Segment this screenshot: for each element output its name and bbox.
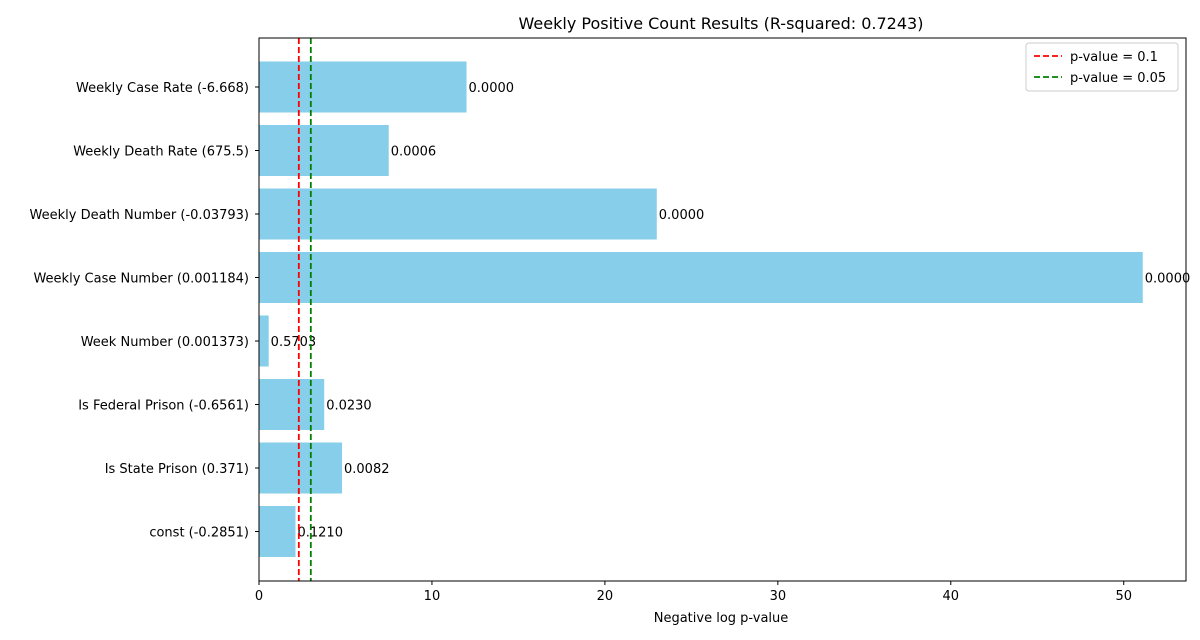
- bar: [259, 379, 325, 430]
- bar: [259, 125, 389, 176]
- legend-box: [1025, 42, 1179, 92]
- x-tick-label: 30: [770, 589, 787, 604]
- x-axis-label: Negative log p-value: [654, 611, 789, 626]
- bar: [259, 61, 467, 113]
- bar: [259, 252, 1143, 303]
- y-tick-label: Is State Prison (0.371): [105, 462, 249, 477]
- y-tick-label: Weekly Case Rate (-6.668): [76, 81, 249, 96]
- x-tick-label: 50: [1115, 589, 1132, 604]
- axes-layer: Weekly Case Rate (-6.668) Weekly Death Ra…: [30, 37, 1187, 604]
- y-tick-label: Week Number (0.001373): [81, 335, 249, 350]
- data-label: 0.1210: [297, 526, 343, 541]
- reference-lines-layer: [297, 38, 312, 581]
- data-label: 0.0000: [659, 208, 705, 223]
- y-tick-label: Weekly Death Rate (675.5): [73, 145, 249, 160]
- legend-entry: p-value = 0.05: [1070, 71, 1166, 86]
- data-label: 0.0006: [391, 145, 437, 160]
- data-label: 0.0082: [344, 462, 390, 477]
- plot-frame: [258, 37, 1187, 582]
- legend: p-value = 0.1 p-value = 0.05: [1025, 42, 1179, 92]
- x-tick-label: 40: [943, 589, 960, 604]
- x-tick-label: 10: [424, 589, 441, 604]
- bar: [259, 442, 343, 494]
- data-label: 0.0000: [469, 81, 515, 96]
- data-label: 0.5703: [271, 335, 317, 350]
- bar: [259, 506, 296, 557]
- data-label: 0.0230: [326, 399, 372, 414]
- legend-entry: p-value = 0.1: [1070, 50, 1158, 65]
- y-tick-label: Is Federal Prison (-0.6561): [78, 399, 249, 414]
- y-tick-label: Weekly Case Number (0.001184): [33, 272, 249, 287]
- data-labels-layer: 0.0000 0.0006 0.0000 0.0000 0.5703 0.0230 0.00…: [271, 81, 1191, 541]
- chart-title: Weekly Positive Count Results (R-squared…: [519, 14, 924, 33]
- bar: [259, 315, 269, 367]
- x-tick-label: 20: [597, 589, 614, 604]
- bars-layer: [259, 61, 1143, 557]
- y-tick-label: Weekly Death Number (-0.03793): [30, 208, 249, 223]
- data-label: 0.0000: [1145, 272, 1191, 287]
- x-tick-label: 0: [255, 589, 263, 604]
- bar: [259, 188, 657, 240]
- y-tick-label: const (-0.2851): [149, 526, 249, 541]
